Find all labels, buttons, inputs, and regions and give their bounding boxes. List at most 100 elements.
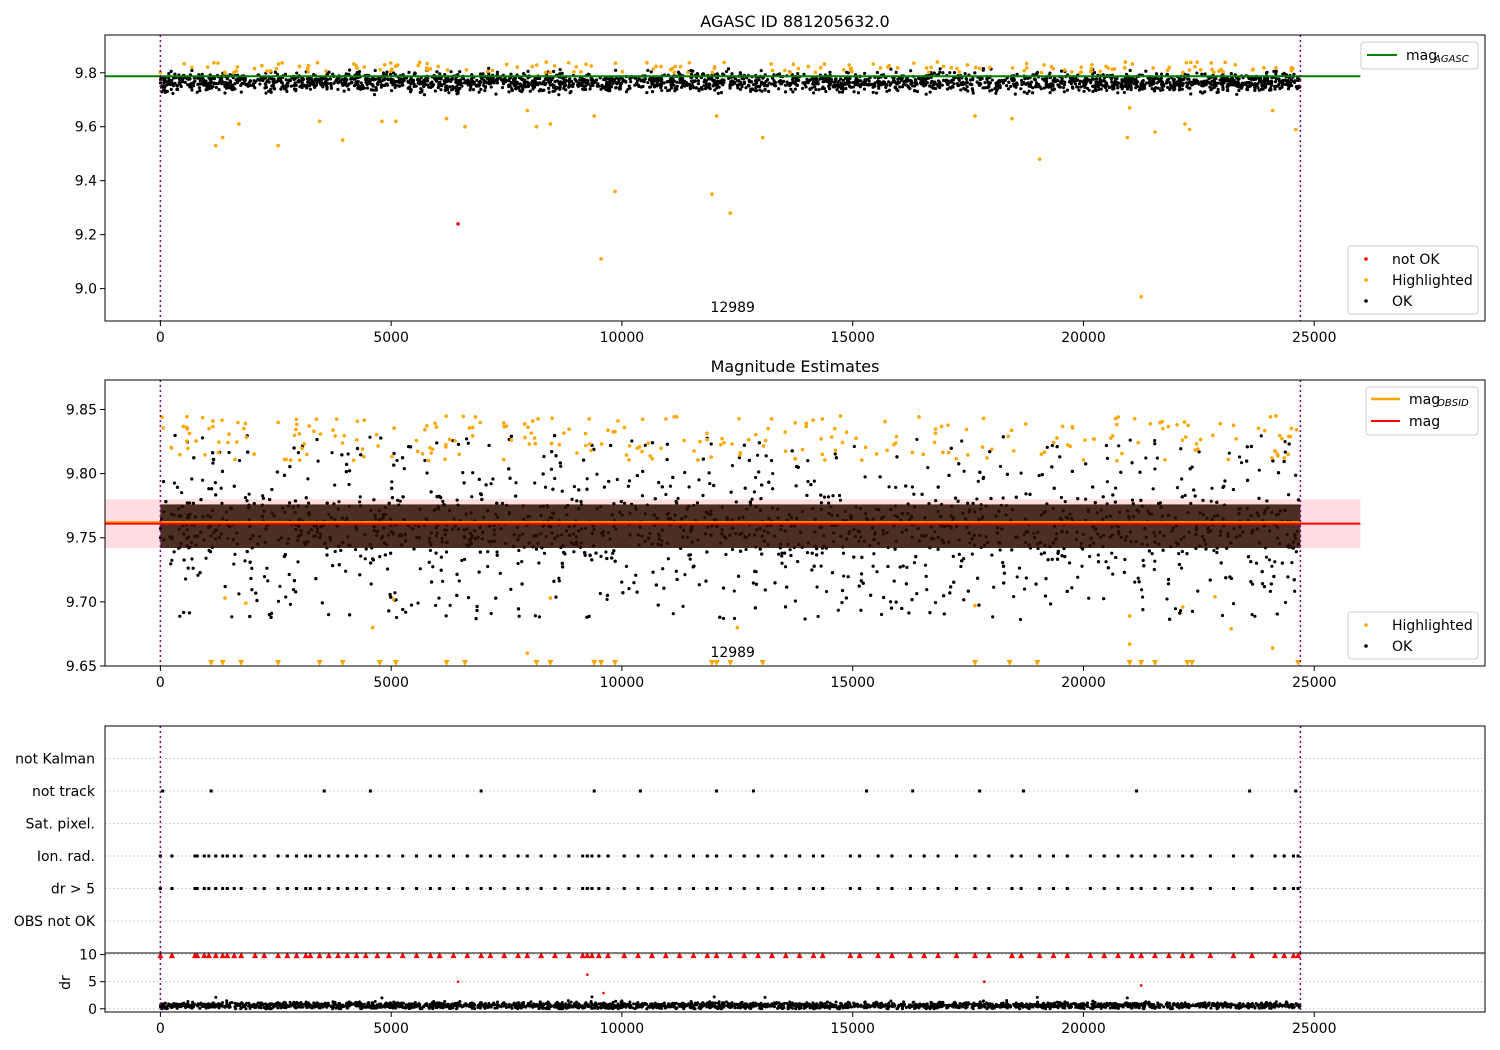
ok-point [376,83,380,87]
ok-point [828,70,832,74]
ok-point [907,611,911,615]
ok-point [437,76,441,81]
ok-point [1127,78,1131,82]
ok-point [542,551,547,555]
ok-point [266,579,270,583]
ok-point [582,84,586,88]
ok-point [509,72,513,76]
ok-point [533,481,537,485]
ok-point [753,88,757,92]
ok-point [753,79,758,83]
ok-point [1203,72,1207,76]
ok-point [491,477,495,481]
highlighted-point [1291,66,1295,71]
ok-point [747,79,752,84]
ok-point [394,615,399,620]
ok-point [1091,84,1095,88]
ok-point [819,564,823,568]
ok-point [507,90,511,94]
highlighted-point [687,60,692,65]
highlighted-point [340,138,345,143]
ok-point [962,469,966,473]
ok-point [358,495,362,499]
ok-point [863,71,867,76]
ok-point [691,565,695,569]
ok-point [816,614,820,619]
ok-point [267,80,271,84]
ok-point [310,82,314,86]
ok-point [1258,78,1262,82]
ok-point [1111,87,1115,91]
ok-point [619,499,623,504]
ok-point [547,86,551,90]
ok-point [1014,85,1018,89]
highlighted-point [878,66,883,70]
ok-point [494,92,498,96]
ok-point [795,78,799,82]
ok-point [1273,560,1277,564]
ok-point [341,82,345,86]
ok-point [1024,576,1028,580]
ok-point [198,82,202,86]
ok-point [400,78,404,82]
ok-point [847,81,851,85]
ok-point [285,89,289,94]
ok-point [1237,82,1241,86]
ok-point [970,552,974,556]
ok-point [933,80,937,84]
highlighted-point [1195,60,1199,64]
ok-point [1115,76,1119,81]
ok-point [1295,85,1299,89]
ok-point [204,556,208,560]
ok-point [1168,86,1172,90]
highlighted-point [1165,68,1170,73]
highlighted-point [973,114,977,118]
ok-point [1267,558,1272,562]
ok-point [783,83,788,87]
ok-point [1278,80,1282,84]
ok-point [455,86,459,90]
ok-point [805,80,809,84]
ok-point [598,591,602,596]
ok-point [672,83,676,87]
ok-point [427,560,431,564]
ok-point [214,85,218,89]
ok-point [1238,85,1242,89]
ok-point [177,80,181,85]
ok-point [892,579,896,583]
ok-point [191,566,195,570]
ok-point [1046,558,1050,562]
ok-point [173,433,177,438]
highlighted-point [504,62,509,67]
ok-point [607,84,612,88]
ok-point [392,463,396,467]
ok-point [498,571,502,575]
ok-point [413,71,417,75]
ok-point [551,89,555,93]
highlighted-point [1262,65,1266,70]
ok-point [627,479,632,483]
ok-point [942,78,946,82]
highlighted-point [924,66,929,70]
ok-point [510,88,514,93]
ok-point [226,83,230,87]
ok-point [408,85,412,89]
highlighted-point [620,69,625,74]
ok-point [1083,82,1087,86]
ok-point [442,82,447,86]
ok-point [846,71,850,75]
ok-point [615,477,619,482]
ok-point [1110,80,1114,84]
ok-point [814,87,818,92]
ok-point [938,67,942,71]
ok-point [1144,69,1148,73]
highlighted-point [324,69,328,73]
ok-point [923,563,928,567]
highlighted-point [1139,294,1143,299]
ok-point [273,80,278,84]
ok-point [552,69,556,74]
ok-point [583,80,588,85]
ok-point [402,467,406,471]
legend-marker [1364,257,1368,261]
ok-point [1121,84,1125,89]
